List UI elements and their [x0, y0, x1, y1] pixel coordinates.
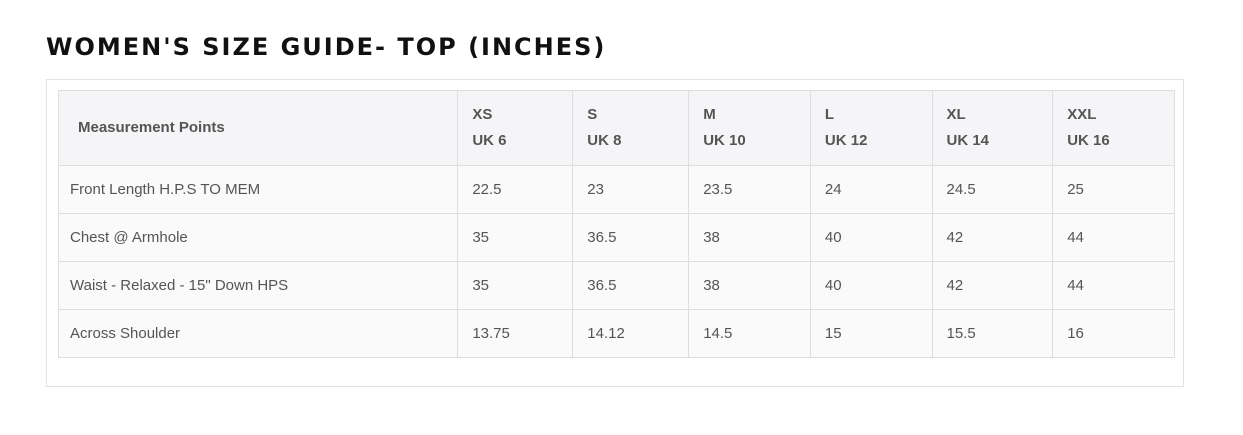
measurement-value: 36.5 [572, 261, 690, 310]
size-label: XL [946, 106, 966, 123]
measurement-value: 15.5 [931, 309, 1054, 358]
size-label: XS [472, 106, 493, 123]
measurement-value: 42 [931, 213, 1054, 262]
measurement-value: 35 [457, 261, 574, 310]
measurement-value: 44 [1052, 261, 1175, 310]
measurement-value: 15 [809, 309, 933, 358]
measurement-label: Chest @ Armhole [57, 213, 459, 262]
header-row: Measurement Points XS UK 6 S UK 8 M UK 10 L UK … [57, 90, 1175, 166]
uk-size-label: UK 14 [946, 132, 990, 149]
uk-size-label: UK 12 [824, 132, 868, 149]
page-title: WOMEN'S SIZE GUIDE- TOP (INCHES) [46, 33, 607, 61]
uk-size-label: UK 16 [1067, 132, 1110, 149]
measurement-value: 40 [809, 261, 933, 310]
uk-size-label: UK 8 [587, 132, 622, 149]
measurement-value: 40 [809, 213, 933, 262]
measurement-value: 14.12 [572, 309, 690, 358]
size-guide-container: Measurement Points XS UK 6 S UK 8 M UK 10 L UK … [46, 79, 1184, 387]
size-label: S [587, 106, 598, 123]
measurement-value: 24 [809, 165, 933, 214]
size-label: L [824, 106, 835, 123]
header-size-s: S UK 8 [572, 90, 690, 166]
header-measurement-points: Measurement Points [57, 90, 459, 166]
uk-size-label: UK 6 [472, 132, 507, 149]
size-table: Measurement Points XS UK 6 S UK 8 M UK 10 L UK … [57, 90, 1175, 358]
measurement-value: 23.5 [688, 165, 811, 214]
table-row: Front Length H.P.S TO MEM 22.5 23 23.5 24 24.… [57, 165, 1175, 214]
measurement-value: 42 [931, 261, 1054, 310]
measurement-value: 16 [1052, 309, 1175, 358]
header-size-xl: XL UK 14 [931, 90, 1054, 166]
measurement-value: 24.5 [931, 165, 1054, 214]
measurement-value: 36.5 [572, 213, 690, 262]
measurement-value: 38 [688, 213, 811, 262]
size-label: XXL [1067, 106, 1097, 123]
uk-size-label: UK 10 [703, 132, 746, 149]
measurement-value: 35 [457, 213, 574, 262]
measurement-value: 25 [1052, 165, 1175, 214]
measurement-label: Front Length H.P.S TO MEM [57, 165, 459, 214]
header-size-m: M UK 10 [688, 90, 811, 166]
table-row: Chest @ Armhole 35 36.5 38 40 42 44 [57, 213, 1175, 262]
measurement-value: 38 [688, 261, 811, 310]
table-row: Waist - Relaxed - 15" Down HPS 35 36.5 38 40… [57, 261, 1175, 310]
measurement-value: 44 [1052, 213, 1175, 262]
header-size-xs: XS UK 6 [457, 90, 574, 166]
measurement-value: 23 [572, 165, 690, 214]
measurement-value: 22.5 [457, 165, 574, 214]
measurement-label: Across Shoulder [57, 309, 459, 358]
size-label: M [703, 106, 716, 123]
measurement-label: Waist - Relaxed - 15" Down HPS [57, 261, 459, 310]
table-row: Across Shoulder 13.75 14.12 14.5 15 15.5 16 [57, 309, 1175, 358]
measurement-value: 14.5 [688, 309, 811, 358]
header-size-l: L UK 12 [809, 90, 933, 166]
header-size-xxl: XXL UK 16 [1052, 90, 1175, 166]
measurement-value: 13.75 [457, 309, 574, 358]
